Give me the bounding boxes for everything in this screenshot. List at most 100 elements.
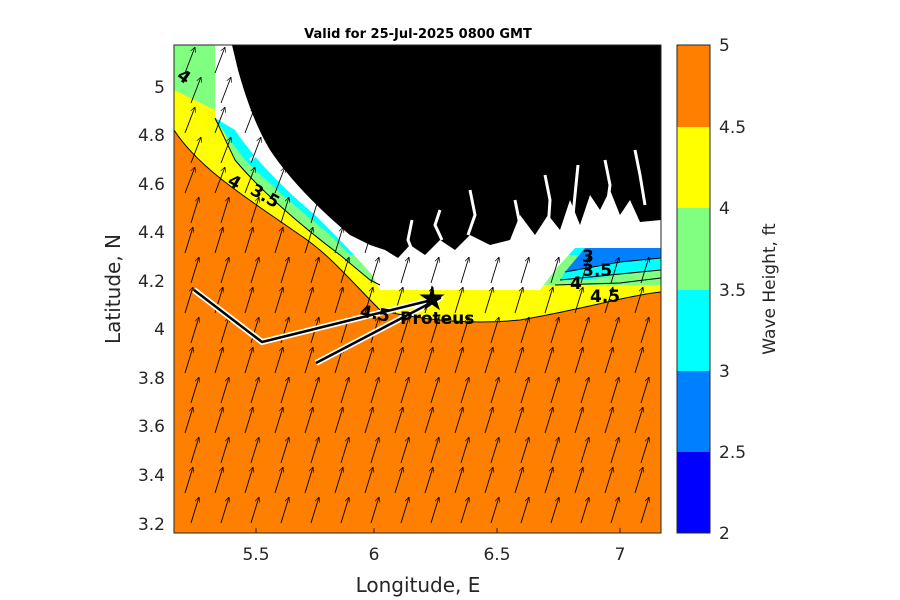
wave-vector-arrow [574,407,583,434]
wave-vector-arrow [214,467,223,494]
wave-vector-arrow [250,257,259,284]
wave-vector-arrow [424,407,433,434]
wave-vector-arrow [190,137,201,164]
wave-vector-arrow [364,347,373,374]
colorbar-tick-label: 4.5 [719,118,746,138]
wave-vector-arrow [190,497,199,524]
wave-vector-arrow [430,317,439,344]
x-tick-label: 5.5 [242,545,269,565]
wave-vector-arrow [394,347,403,374]
wave-vector-arrow [604,407,613,434]
wave-vector-arrow [490,377,499,404]
wave-vector-arrow [184,47,195,74]
wave-vector-arrow [334,167,345,194]
wave-vector-arrow [220,317,229,344]
wave-vector-arrow [424,467,433,494]
colorbar: 5 4.5 4 3.5 3 2.5 2 [676,36,746,544]
colorbar-segment [677,290,710,371]
wave-vector-arrow [220,197,229,224]
wave-vector-arrow [340,257,349,284]
wave-vector-arrow [244,107,255,134]
wave-vector-arrow [430,497,439,524]
wave-vector-arrow [394,407,403,434]
wave-vector-arrow [640,377,649,404]
wave-vector-arrow [184,287,193,314]
colorbar-tick-label: 5 [719,36,730,56]
wave-vector-arrow [364,227,373,254]
contour-label: 3 [582,247,594,267]
wave-vector-arrow [214,107,225,134]
wave-vector-arrow [520,377,529,404]
wave-vector-arrow [340,197,349,224]
y-tick-label: 4.2 [138,272,165,292]
colorbar-tick-label: 3.5 [719,281,746,301]
wave-band-3-3.5-right [560,258,661,280]
wave-vector-arrow [184,227,193,254]
wave-vector-arrow [484,347,493,374]
wave-vector-arrow [604,287,613,314]
wave-vector-arrow [640,437,649,464]
wave-vector-arrow [310,137,321,164]
contour-label: 4.5 [590,287,620,307]
wave-vector-arrow [460,257,469,284]
plot-frame [173,44,662,534]
wave-vector-arrow [184,467,193,494]
wave-vector-arrow [610,317,619,344]
wave-vector-arrow [580,497,589,524]
land-mass [232,45,661,258]
wave-vector-arrow [250,437,259,464]
wave-vector-arrow [514,467,523,494]
contour-label: 4 [570,274,582,294]
colorbar-label: Wave Height, ft [760,223,780,355]
wave-vector-arrow [304,467,313,494]
wave-vector-arrow [430,257,439,284]
wave-vector-arrow [640,497,649,524]
wave-vector-arrow [244,407,253,434]
y-tick-label: 4 [154,320,165,340]
x-tick-label: 7 [615,545,626,565]
wave-vector-arrow [214,347,223,374]
wave-vector-arrow [214,407,223,434]
river-inlets [249,147,647,256]
wave-vector-arrow [220,497,229,524]
y-tick-label: 3.8 [138,369,165,389]
y-axis-label: Latitude, N [101,234,125,344]
wave-vector-arrow [244,287,253,314]
wave-vector-arrow [490,497,499,524]
y-tick-label: 3.4 [138,466,165,486]
colorbar-segment [677,208,710,290]
colorbar-tick-label: 3 [719,362,730,382]
ship-track [192,287,443,366]
wave-vector-arrow [340,377,349,404]
wave-vector-arrow [244,167,255,194]
colorbar-tick-label: 2.5 [719,443,746,463]
wave-vector-arrow [544,347,553,374]
y-axis: 5 4.8 4.6 4.4 4.2 4 3.8 3.6 3.4 3.2 [138,78,165,535]
wave-vector-arrow [430,377,439,404]
wave-vector-arrow [310,257,319,284]
wave-vector-arrow [190,77,201,104]
wave-vector-arrow [550,497,559,524]
wave-vector-arrow [244,467,253,494]
wave-vector-arrow [184,407,193,434]
wave-vector-arrow [250,317,259,344]
wave-vector-arrow [304,167,315,194]
wave-vector-arrow [280,377,289,404]
wave-vector-arrow [400,377,409,404]
wave-vector-arrow [454,407,463,434]
contour-label: 3.5 [582,261,612,281]
wave-vector-arrow [220,137,231,164]
wave-vector-arrow [430,437,439,464]
colorbar-tick-label: 2 [719,524,730,544]
wave-vector-arrow [184,107,195,134]
wave-vector-arrow [190,317,199,344]
wave-vector-arrow [520,437,529,464]
station-label: Proteus [400,309,474,329]
colorbar-segment [677,45,710,127]
wave-vector-arrow [574,347,583,374]
wave-vector-arrow [280,197,289,224]
wave-vector-arrow [424,347,433,374]
wave-vector-arrow [634,287,643,314]
wave-vector-arrow [400,317,409,344]
wave-vector-arrow [274,347,283,374]
